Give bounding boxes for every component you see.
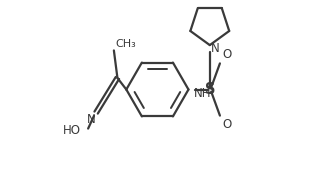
- Text: S: S: [205, 82, 215, 97]
- Text: NH: NH: [194, 87, 211, 100]
- Text: CH₃: CH₃: [116, 39, 137, 49]
- Text: N: N: [211, 42, 219, 55]
- Text: O: O: [222, 118, 232, 131]
- Text: HO: HO: [63, 124, 81, 137]
- Text: O: O: [222, 48, 232, 61]
- Text: N: N: [87, 113, 95, 127]
